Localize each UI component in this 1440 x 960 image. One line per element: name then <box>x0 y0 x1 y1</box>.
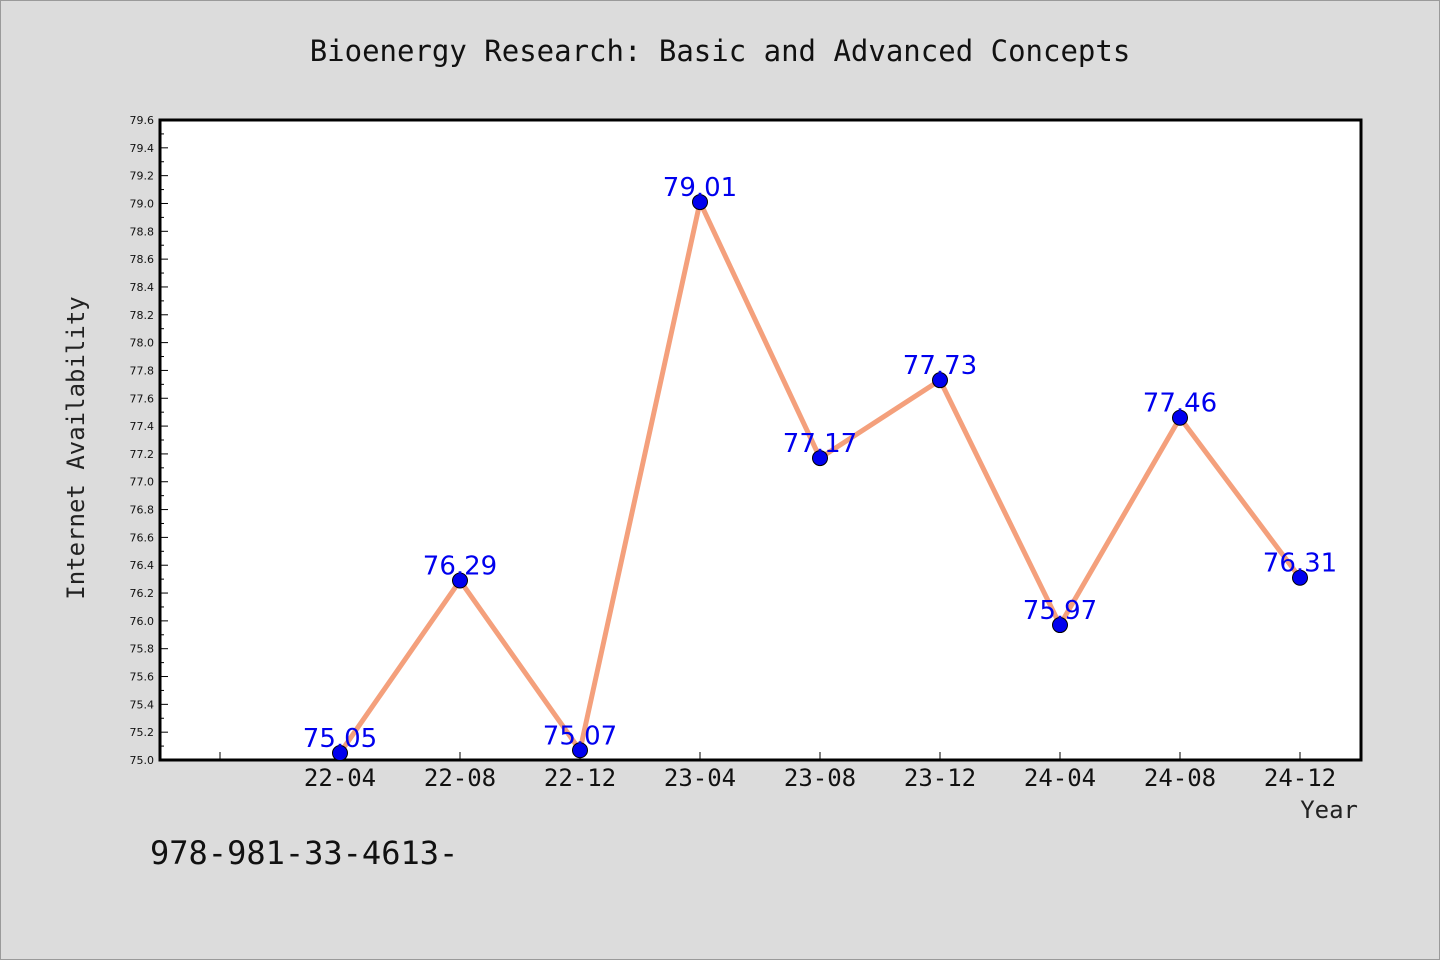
data-label: 77.46 <box>1143 389 1217 419</box>
y-tick-label: 77.8 <box>130 364 155 377</box>
data-point <box>932 372 948 389</box>
data-point <box>572 742 588 759</box>
y-tick-label: 75.2 <box>130 726 155 739</box>
data-label: 77.73 <box>903 351 977 381</box>
y-tick-label: 76.0 <box>130 615 155 628</box>
y-tick-label: 79.6 <box>130 114 155 127</box>
y-tick-label: 76.2 <box>130 587 155 600</box>
data-point <box>452 572 468 589</box>
x-tick-label: 24-08 <box>1144 764 1216 792</box>
y-tick-label: 77.6 <box>130 392 155 405</box>
data-label: 75.05 <box>303 724 377 754</box>
plot-area <box>158 118 1363 762</box>
data-label: 76.31 <box>1263 549 1337 579</box>
x-tick-label: 22-12 <box>544 764 616 792</box>
data-point <box>1172 409 1188 426</box>
y-tick-label: 75.8 <box>130 643 155 656</box>
y-tick-label: 77.4 <box>130 420 155 433</box>
y-tick-label: 79.4 <box>130 142 155 155</box>
y-tick-label: 76.4 <box>130 559 155 572</box>
y-tick-label: 78.0 <box>130 337 155 350</box>
y-tick-label: 75.6 <box>130 671 155 684</box>
chart-title: Bioenergy Research: Basic and Advanced C… <box>309 34 1131 68</box>
x-tick-label: 22-04 <box>304 764 376 792</box>
data-point <box>1292 569 1308 586</box>
x-tick-label: 23-04 <box>664 764 736 792</box>
y-tick-label: 78.4 <box>130 281 155 294</box>
x-tick-label: 24-12 <box>1264 764 1336 792</box>
data-point <box>812 450 828 467</box>
y-tick-label: 76.6 <box>130 531 155 544</box>
y-tick-label: 78.6 <box>130 253 155 266</box>
data-point <box>1052 617 1068 634</box>
y-tick-label: 79.2 <box>130 170 155 183</box>
y-tick-label: 78.8 <box>130 225 155 238</box>
x-tick-label: 23-08 <box>784 764 856 792</box>
data-point <box>332 745 348 762</box>
y-tick-label: 77.2 <box>130 448 155 461</box>
footer-code: 978-981-33-4613- <box>150 834 459 872</box>
y-tick-label: 79.0 <box>130 197 155 210</box>
x-tick-label: 24-04 <box>1024 764 1096 792</box>
x-tick-label: 23-12 <box>904 764 976 792</box>
y-tick-label: 76.8 <box>130 504 155 517</box>
x-axis-label: Year <box>1300 796 1358 824</box>
x-tick-label: 22-08 <box>424 764 496 792</box>
data-label: 79.01 <box>663 173 737 203</box>
y-tick-label: 78.2 <box>130 309 155 322</box>
data-label: 77.17 <box>783 429 857 459</box>
data-point <box>692 194 708 211</box>
y-tick-label: 75.4 <box>130 698 155 711</box>
y-tick-label: 75.0 <box>130 754 155 767</box>
data-label: 75.07 <box>543 721 617 751</box>
y-tick-label: 77.0 <box>130 476 155 489</box>
data-label: 76.29 <box>423 552 497 582</box>
data-label: 75.97 <box>1023 596 1097 626</box>
